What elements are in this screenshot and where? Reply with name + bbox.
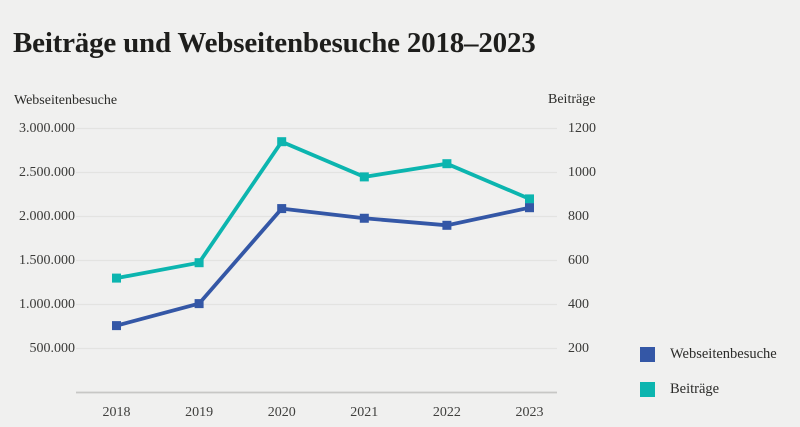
left-tick-label: 2.000.000 (19, 208, 75, 224)
right-tick-label: 600 (568, 252, 589, 268)
x-axis-label-2021: 2021 (350, 405, 379, 420)
right-tick-label: 1000 (568, 164, 596, 180)
legend-item-webseitenbesuche: Webseitenbesuche (640, 347, 777, 362)
x-axis-label-2018: 2018 (102, 405, 131, 420)
legend-item-beiträge: Beiträge (640, 382, 719, 397)
x-axis-label-2023: 2023 (515, 405, 544, 420)
data-point-marker (194, 258, 204, 268)
left-tick-label: 1.500.000 (19, 252, 75, 268)
chart-title: Beiträge und Webseitenbesuche 2018–2023 (13, 27, 536, 59)
left-tick-label: 2.500.000 (19, 164, 75, 180)
right-tick-label: 800 (568, 208, 589, 224)
x-axis-label-2019: 2019 (185, 405, 214, 420)
left-tick-label: 500.000 (29, 340, 76, 356)
legend-label: Webseitenbesuche (670, 346, 777, 362)
legend-swatch (640, 382, 655, 397)
data-point-marker (359, 213, 369, 223)
data-point-marker (112, 321, 121, 331)
x-axis-label-2022: 2022 (432, 405, 461, 420)
data-point-marker (194, 299, 204, 309)
data-point-marker (525, 203, 534, 213)
data-point-marker (112, 273, 121, 283)
legend-swatch (640, 347, 655, 362)
data-point-marker (277, 204, 287, 214)
data-point-marker (442, 220, 452, 230)
data-point-marker (525, 194, 534, 204)
right-axis-title: Beiträge (548, 92, 596, 107)
left-axis-title: Webseitenbesuche (14, 93, 118, 108)
right-tick-label: 1200 (568, 120, 596, 136)
data-point-marker (277, 137, 287, 147)
series-line-beiträge (116, 139, 531, 280)
data-point-marker (359, 172, 369, 182)
series-line-webseitenbesuche (116, 205, 530, 328)
left-tick-label: 1.000.000 (19, 296, 75, 312)
right-tick-label: 400 (568, 296, 589, 312)
data-point-marker (442, 159, 452, 169)
x-axis-label-2020: 2020 (267, 405, 296, 420)
left-tick-label: 3.000.000 (19, 120, 75, 136)
right-tick-label: 200 (568, 340, 589, 356)
legend-label: Beiträge (670, 381, 720, 397)
